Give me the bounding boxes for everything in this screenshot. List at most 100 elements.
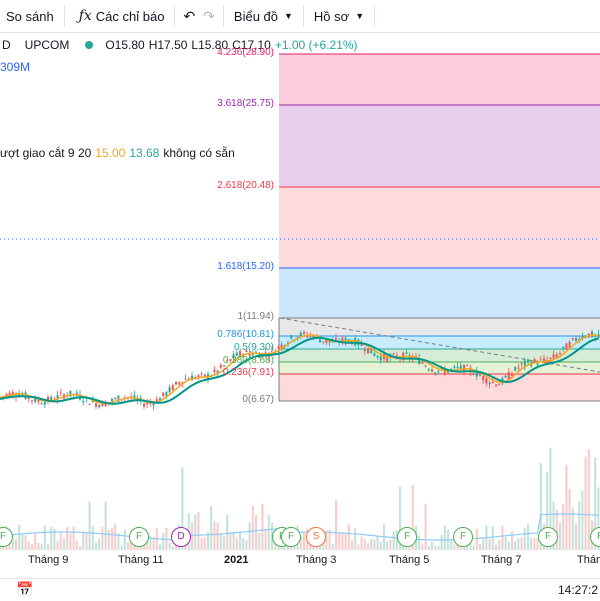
candle-body [495,384,497,387]
volume-bar [242,538,245,550]
candle-body [421,362,424,364]
ohlc-low: L15.80 [191,38,229,52]
volume-bar [341,533,344,550]
date-range-icon[interactable]: 📅 [16,581,34,597]
event-marker-f[interactable]: F [281,527,301,547]
candle-body [472,373,475,375]
time-tick-label: Thán [577,554,600,566]
volume-bar [562,503,565,550]
volume-bar [223,536,225,550]
candle-body [50,396,53,401]
candle-body [27,397,30,399]
indicators-button[interactable]: ƒx Các chỉ báo [69,0,171,32]
volume-bar [210,505,213,550]
volume-bar [517,538,520,550]
candle-body [104,401,107,407]
undo-icon[interactable]: ↶ [183,7,196,24]
volume-bar [88,501,91,550]
candle-body [306,335,309,338]
candle-body [447,370,449,373]
ohlc-change: +1.00 (+6.21%) [274,38,358,52]
chart-menu-button[interactable]: Biểu đồ ▼ [228,0,299,32]
fib-level-label: 1(11.94) [237,311,274,322]
compare-button[interactable]: So sánh [0,0,60,32]
volume-bar [597,487,600,550]
indicators-label: Các chỉ báo [95,8,165,24]
volume-bar [424,503,427,550]
volume-bar [370,538,373,550]
candle-body [523,360,526,366]
volume-bar [549,447,552,550]
volume-bar [248,521,251,550]
volume-bar [107,530,110,550]
volume-bar [533,538,536,550]
volume-bar [536,538,539,550]
event-marker-f[interactable]: F [538,527,558,547]
candle-body [34,397,37,403]
fib-level-label: 3.618(25.75) [217,98,274,109]
candle-body [565,343,568,350]
indicator-name[interactable]: ượt giao cắt 9 20 [0,146,92,160]
candle-body [386,356,389,362]
volume-bar [495,544,497,550]
volume-bar [399,486,401,550]
time-tick-label: Tháng 9 [28,554,69,566]
volume-bar [264,529,267,550]
volume-bar [40,543,43,550]
candle-body [485,378,488,384]
event-marker-d[interactable]: D [171,527,191,547]
volume-bar [245,540,248,550]
candle-body [581,335,584,338]
candle-body [552,354,555,359]
volume-bar [194,514,197,550]
volume-bar [56,541,59,550]
time-tick-label: Tháng 5 [389,554,430,566]
chart-menu-label: Biểu đồ [233,8,278,24]
candle-body [178,382,181,385]
volume-bar [34,532,37,550]
event-marker-f[interactable]: F [129,527,149,547]
candle-body [146,402,149,405]
time-axis[interactable]: Tháng 9 Tháng 11 2021 Tháng 3 Tháng 5 Th… [0,550,600,570]
volume-bar [434,545,437,550]
candle-body [31,400,33,402]
time-tick-label: Tháng 7 [481,554,522,566]
redo-icon[interactable]: ↷ [203,7,215,24]
candle-body [571,337,574,340]
profile-menu-button[interactable]: Hồ sơ ▼ [308,0,370,32]
volume-bar [255,514,257,550]
symbol-name[interactable]: D [2,38,11,52]
event-marker-f[interactable]: F [453,527,473,547]
volume-bar [85,533,88,550]
price-chart[interactable] [0,33,600,550]
candle-body [418,358,421,365]
volume-bar [354,528,357,550]
fib-level-label: 0.382(8.68) [222,355,274,366]
candle-body [373,353,376,356]
candle-body [488,382,491,385]
volume-bar [594,457,597,550]
candle-body [591,331,593,337]
candle-body [277,346,280,349]
event-marker-s[interactable]: S [306,527,326,547]
volume-bar [360,536,363,550]
volume-bar [152,536,155,550]
candle-body [152,402,155,406]
event-marker-f[interactable]: F [397,527,417,547]
volume-bar [575,523,577,550]
candle-body [235,352,238,356]
candle-body [5,394,8,396]
candle-body [251,353,254,356]
toolbar-divider [63,5,65,27]
fib-zone [279,54,600,105]
candle-body [226,360,229,362]
toolbar-divider [374,5,376,27]
compare-label: So sánh [6,8,54,24]
market-status-dot [85,41,94,49]
candle-body [248,353,251,356]
candle-body [504,375,507,378]
candle-body [498,384,501,386]
fib-zone [279,187,600,268]
candle-body [203,374,206,378]
volume-bar [267,515,270,550]
